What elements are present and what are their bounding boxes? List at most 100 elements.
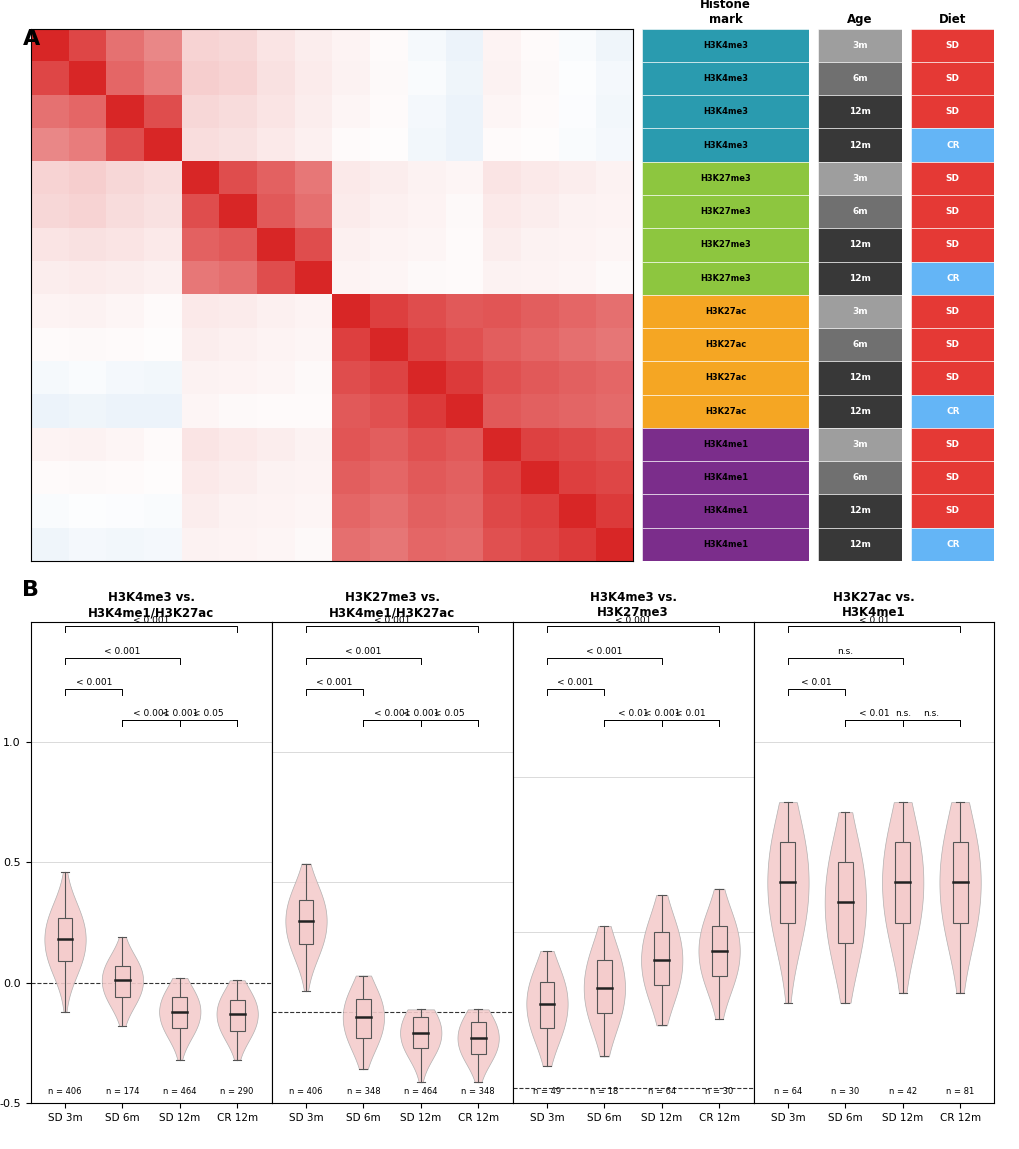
Text: 3m: 3m — [852, 440, 867, 449]
Text: n = 406: n = 406 — [289, 1087, 322, 1096]
Text: CR: CR — [946, 407, 959, 416]
Bar — [642, 295, 808, 327]
Bar — [711, 926, 726, 976]
Text: n = 348: n = 348 — [461, 1087, 494, 1096]
Text: 6m: 6m — [852, 340, 867, 349]
Bar — [817, 295, 901, 327]
Bar — [910, 527, 994, 561]
Text: 3m: 3m — [852, 307, 867, 316]
Bar — [653, 932, 668, 985]
Text: n = 49: n = 49 — [532, 1087, 560, 1096]
Text: H3K4me3: H3K4me3 — [702, 140, 747, 149]
Bar — [910, 394, 994, 427]
Bar — [910, 295, 994, 327]
Bar — [895, 842, 909, 923]
Text: 12m: 12m — [848, 407, 870, 416]
Text: 6m: 6m — [852, 207, 867, 216]
Bar — [780, 842, 795, 923]
Text: H3K4me1: H3K4me1 — [702, 440, 748, 449]
Text: 3m: 3m — [852, 173, 867, 183]
Text: n = 348: n = 348 — [346, 1087, 380, 1096]
Bar — [539, 982, 554, 1028]
Title: H3K4me3 vs.
H3K4me1/H3K27ac: H3K4me3 vs. H3K4me1/H3K27ac — [88, 591, 214, 619]
Title: Histone
mark: Histone mark — [699, 0, 750, 26]
Text: < 0.01: < 0.01 — [675, 709, 705, 718]
Text: H3K4me3: H3K4me3 — [702, 41, 747, 49]
Bar — [910, 427, 994, 461]
Bar — [817, 327, 901, 361]
Bar — [229, 1000, 245, 1031]
Text: 12m: 12m — [848, 140, 870, 149]
Text: n = 64: n = 64 — [773, 1087, 801, 1096]
Bar — [642, 494, 808, 527]
Bar — [172, 997, 187, 1028]
Text: n = 81: n = 81 — [945, 1087, 973, 1096]
Text: < 0.05: < 0.05 — [193, 709, 223, 718]
Text: 12m: 12m — [848, 107, 870, 116]
Text: CR: CR — [946, 273, 959, 283]
Text: < 0.001: < 0.001 — [132, 616, 169, 625]
Bar — [115, 966, 129, 997]
Text: n = 30: n = 30 — [830, 1087, 859, 1096]
Text: H3K27me3: H3K27me3 — [700, 273, 750, 283]
Text: < 0.001: < 0.001 — [344, 647, 381, 656]
Text: SD: SD — [945, 507, 959, 516]
Bar — [642, 527, 808, 561]
Text: < 0.01: < 0.01 — [858, 616, 889, 625]
Bar — [57, 918, 72, 961]
Bar — [910, 129, 994, 162]
Text: < 0.001: < 0.001 — [614, 616, 650, 625]
Text: SD: SD — [945, 440, 959, 449]
Bar — [642, 361, 808, 394]
Text: < 0.001: < 0.001 — [374, 616, 410, 625]
Text: SD: SD — [945, 74, 959, 83]
Text: n = 406: n = 406 — [48, 1087, 82, 1096]
Bar — [910, 95, 994, 129]
Bar — [642, 195, 808, 229]
Bar — [642, 262, 808, 295]
Bar — [910, 162, 994, 195]
Text: n.s.: n.s. — [837, 647, 853, 656]
Text: < 0.01: < 0.01 — [618, 709, 648, 718]
Text: H3K27me3: H3K27me3 — [700, 207, 750, 216]
Text: 12m: 12m — [848, 540, 870, 549]
Text: 12m: 12m — [848, 373, 870, 383]
Bar — [910, 361, 994, 394]
Bar — [910, 327, 994, 361]
Bar — [817, 129, 901, 162]
Bar — [642, 29, 808, 62]
Text: 12m: 12m — [848, 240, 870, 249]
Bar — [642, 461, 808, 494]
Text: < 0.001: < 0.001 — [643, 709, 680, 718]
Text: < 0.01: < 0.01 — [858, 709, 889, 718]
Text: SD: SD — [945, 207, 959, 216]
Bar — [817, 262, 901, 295]
Text: < 0.001: < 0.001 — [557, 678, 593, 687]
Bar — [910, 494, 994, 527]
Text: n.s.: n.s. — [922, 709, 938, 718]
Text: n = 464: n = 464 — [404, 1087, 437, 1096]
Bar — [642, 62, 808, 95]
Text: H3K4me3: H3K4me3 — [702, 107, 747, 116]
Text: < 0.001: < 0.001 — [586, 647, 622, 656]
Title: H3K27ac vs.
H3K4me1: H3K27ac vs. H3K4me1 — [833, 591, 914, 619]
Text: < 0.001: < 0.001 — [403, 709, 438, 718]
Bar — [642, 394, 808, 427]
Bar — [817, 527, 901, 561]
Bar — [910, 62, 994, 95]
Bar — [910, 461, 994, 494]
Bar — [837, 863, 852, 942]
Text: CR: CR — [946, 540, 959, 549]
Text: n = 30: n = 30 — [704, 1087, 733, 1096]
Bar — [817, 62, 901, 95]
Text: H3K4me1: H3K4me1 — [702, 473, 748, 483]
Text: SD: SD — [945, 340, 959, 349]
Text: < 0.001: < 0.001 — [75, 678, 112, 687]
Text: n = 18: n = 18 — [590, 1087, 618, 1096]
Text: < 0.001: < 0.001 — [132, 709, 169, 718]
Bar — [642, 229, 808, 262]
Text: SD: SD — [945, 307, 959, 316]
Bar — [817, 427, 901, 461]
Text: < 0.01: < 0.01 — [801, 678, 832, 687]
Text: < 0.001: < 0.001 — [316, 678, 353, 687]
